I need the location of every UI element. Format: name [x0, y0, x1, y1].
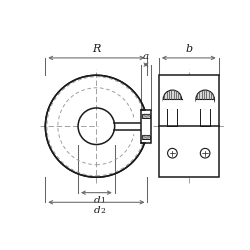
Circle shape	[196, 90, 214, 108]
Circle shape	[163, 90, 182, 108]
Text: 1: 1	[100, 198, 105, 205]
Circle shape	[168, 148, 177, 158]
Bar	[141, 110, 151, 142]
Text: 2: 2	[100, 207, 105, 215]
Text: d: d	[94, 196, 101, 205]
Bar	[141, 110, 151, 142]
Bar	[142, 114, 150, 118]
Bar	[163, 99, 182, 108]
Text: b: b	[185, 44, 192, 54]
Bar	[159, 75, 218, 177]
Text: R: R	[92, 44, 100, 54]
Bar	[142, 135, 150, 139]
Wedge shape	[96, 115, 149, 137]
Text: d: d	[94, 206, 101, 215]
Text: a: a	[143, 52, 149, 61]
Circle shape	[200, 148, 210, 158]
Bar	[196, 99, 214, 108]
